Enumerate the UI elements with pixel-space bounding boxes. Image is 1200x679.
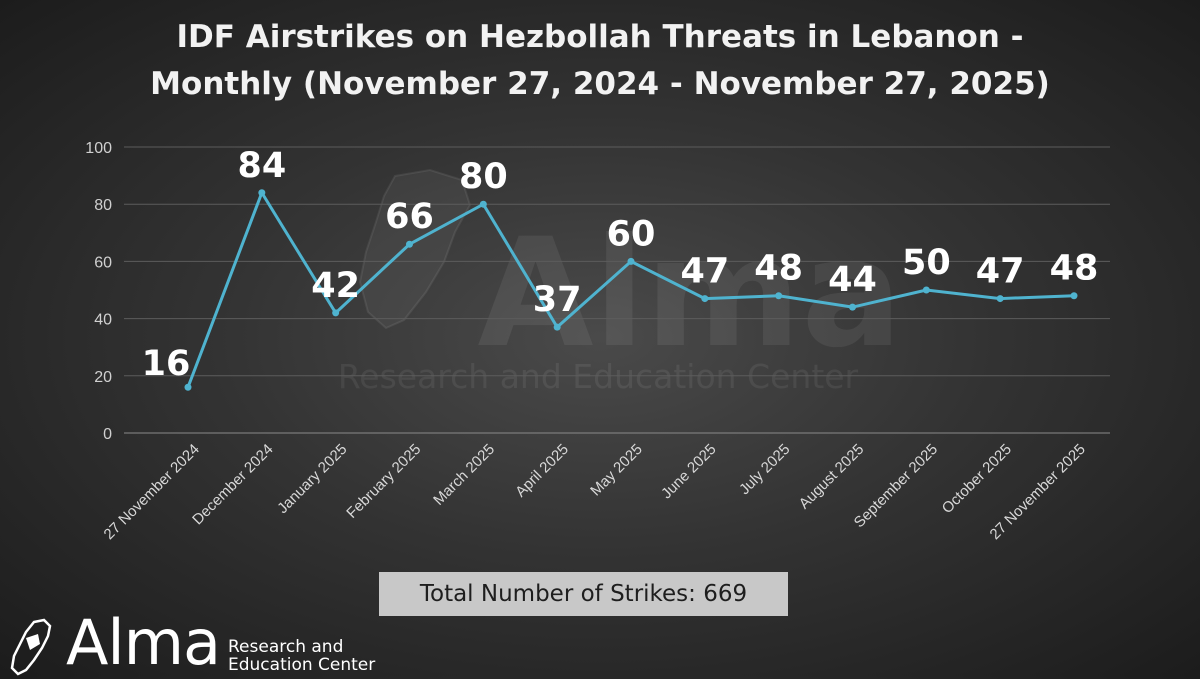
data-label: 47 xyxy=(976,252,1025,292)
data-point xyxy=(775,292,783,300)
data-label: 60 xyxy=(607,214,656,254)
x-tick-label: May 2025 xyxy=(587,441,646,500)
watermark-name: Alma xyxy=(477,207,902,381)
data-point xyxy=(258,189,266,197)
data-label: 44 xyxy=(828,260,877,300)
data-point xyxy=(849,303,856,311)
data-point xyxy=(406,240,413,248)
y-tick-label: 100 xyxy=(85,140,112,157)
x-tick-label: June 2025 xyxy=(658,441,720,503)
lebanon-map-icon xyxy=(10,618,52,676)
data-label: 50 xyxy=(902,243,951,283)
logo-name: Alma xyxy=(66,606,221,679)
x-tick-label: October 2025 xyxy=(939,441,1015,517)
data-label: 48 xyxy=(1050,249,1099,289)
data-label: 66 xyxy=(385,197,434,237)
data-labels: 16 84 42 66 80 37 60 47 48 44 50 47 48 xyxy=(142,146,1099,384)
data-point xyxy=(996,295,1004,303)
data-point xyxy=(479,200,487,208)
x-tick-label: March 2025 xyxy=(430,441,498,509)
data-label: 37 xyxy=(533,280,582,320)
alma-logo: Alma Research and Education Center xyxy=(0,608,420,678)
chart-title-line-2: Monthly (November 27, 2024 - November 27… xyxy=(150,66,1050,102)
data-label: 42 xyxy=(311,266,360,306)
data-label: 80 xyxy=(459,157,508,197)
watermark: Alma Research and Education Center xyxy=(338,168,903,396)
data-point xyxy=(553,323,561,331)
data-point xyxy=(1070,292,1078,300)
chart-title-line-1: IDF Airstrikes on Hezbollah Threats in L… xyxy=(176,19,1024,55)
y-tick-label: 20 xyxy=(94,369,112,386)
y-tick-label: 80 xyxy=(94,197,112,214)
data-label: 47 xyxy=(680,252,729,292)
data-point xyxy=(184,383,192,391)
watermark-subtitle: Research and Education Center xyxy=(338,357,859,396)
x-tick-label: December 2024 xyxy=(189,441,276,528)
data-point xyxy=(701,295,709,303)
data-point xyxy=(922,286,930,294)
data-label: 16 xyxy=(142,344,191,384)
data-point xyxy=(332,309,340,317)
logo-subtitle: Research and Education Center xyxy=(228,638,375,674)
x-tick-label: January 2025 xyxy=(274,441,350,517)
total-strikes-box: Total Number of Strikes: 669 xyxy=(379,572,788,616)
logo-subtitle-line-1: Research and xyxy=(228,637,344,657)
data-point xyxy=(627,257,635,265)
x-tick-label: April 2025 xyxy=(512,441,572,501)
x-tick-label: August 2025 xyxy=(796,441,868,513)
x-tick-label: July 2025 xyxy=(736,441,793,498)
data-label: 84 xyxy=(237,146,286,186)
series-markers xyxy=(184,189,1078,391)
y-axis-ticks: 0 20 40 60 80 100 xyxy=(85,140,112,443)
y-tick-label: 40 xyxy=(94,312,112,329)
x-tick-label: 27 November 2024 xyxy=(101,441,203,543)
grid xyxy=(124,146,1110,434)
data-label: 48 xyxy=(754,249,803,289)
watermark-map-icon xyxy=(358,168,472,330)
logo-subtitle-line-2: Education Center xyxy=(228,655,376,675)
y-tick-label: 0 xyxy=(103,426,112,443)
x-tick-label: February 2025 xyxy=(343,441,424,522)
chart-title: IDF Airstrikes on Hezbollah Threats in L… xyxy=(0,14,1200,108)
y-tick-label: 60 xyxy=(94,254,112,271)
